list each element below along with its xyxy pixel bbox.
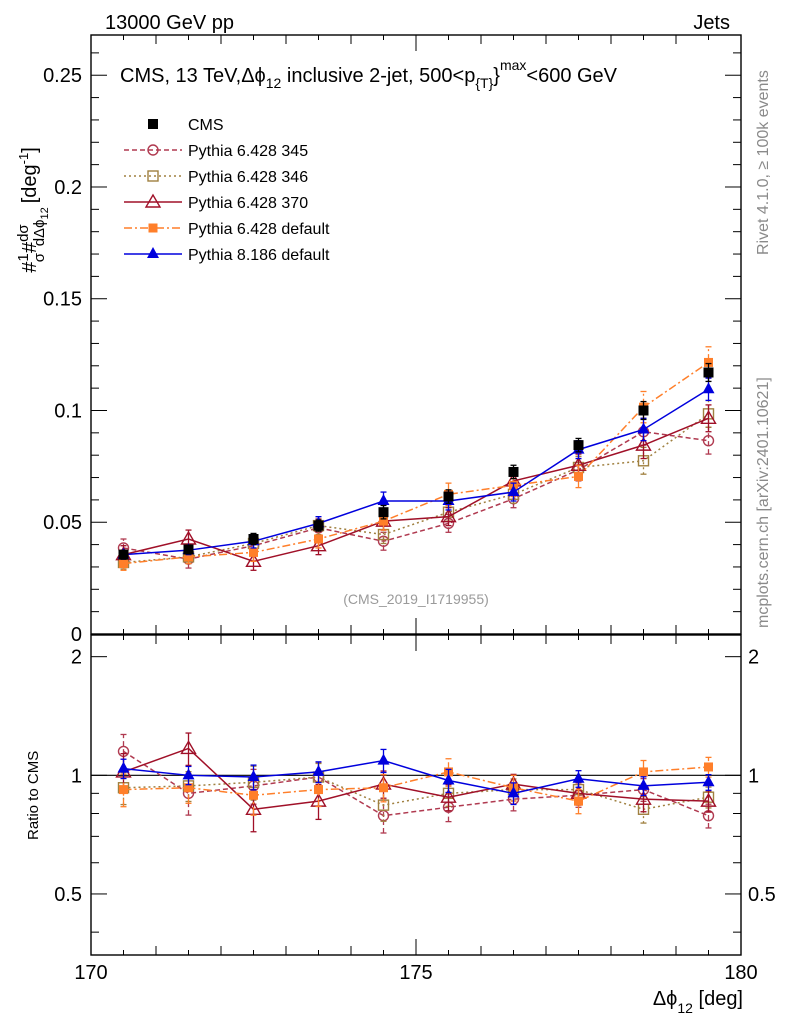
main-point-pythia-6-428-default (249, 547, 258, 557)
svg-text:#1σ#dσdΔϕ12[deg-1]: #1σ#dσdΔϕ12[deg-1] (15, 147, 51, 273)
y-tick-label: 0.1 (54, 400, 82, 422)
main-point-cms (378, 507, 389, 518)
main-point-cms (508, 466, 519, 477)
main-point-pythia-6-428-default (379, 516, 388, 526)
y-tick-label: 0.15 (43, 289, 82, 311)
legend-label-pythia-8-186-default: Pythia 8.186 default (188, 247, 330, 264)
y-tick-label: 0.2 (54, 177, 82, 199)
ratio-point-pythia-6-428-370 (180, 740, 197, 755)
main-series-line-pythia-6-428-default (123, 361, 709, 565)
main-point-pythia-6-428-default (704, 357, 713, 367)
ratio-point-pythia-6-428-default (119, 785, 128, 795)
chart-title: CMS, 13 TeV,Δϕ12 inclusive 2-jet, 500<p{… (120, 57, 618, 91)
main-point-pythia-8-186-default (702, 382, 715, 394)
legend-label-pythia-6-428-370: Pythia 6.428 370 (188, 195, 308, 212)
main-point-pythia-6-428-345 (377, 535, 390, 547)
header-left: 13000 GeV pp (105, 12, 234, 34)
ratio-tick-label-right: 0.5 (748, 884, 776, 906)
legend-label-pythia-6-428-346: Pythia 6.428 346 (188, 169, 308, 186)
legend-marker-pythia-6-428-default (148, 223, 158, 233)
ratio-point-pythia-8-186-default (637, 778, 650, 790)
main-point-pythia-6-428-345 (702, 434, 715, 447)
main-point-pythia-6-428-370 (635, 436, 652, 451)
ratio-point-pythia-6-428-default (249, 790, 258, 800)
main-point-pythia-6-428-default (314, 534, 323, 544)
side-label-rivet: Rivet 4.1.0, ≥ 100k events (755, 70, 772, 255)
legend-label-pythia-6-428-default: Pythia 6.428 default (188, 221, 330, 238)
ratio-tick-label: 2 (71, 647, 82, 669)
main-series-line-pythia-6-428-370 (123, 417, 709, 563)
legend-marker-pythia-8-186-default (147, 247, 159, 258)
main-point-pythia-6-428-default (184, 552, 193, 562)
ratio-point-pythia-8-186-default (247, 770, 260, 782)
ratio-tick-label: 1 (71, 765, 82, 787)
ratio-point-pythia-8-186-default (377, 753, 390, 765)
main-point-pythia-6-428-default (119, 559, 128, 569)
ratio-tick-label: 0.5 (54, 884, 82, 906)
ratio-point-pythia-8-186-default (442, 773, 455, 785)
legend-label-cms: CMS (188, 117, 224, 134)
ratio-series-line-pythia-6-428-default (123, 766, 709, 802)
legend-marker-pythia-6-428-346 (147, 170, 159, 182)
main-point-cms (313, 520, 324, 531)
ratio-point-pythia-6-428-default (704, 762, 713, 772)
side-label-mcplots: mcplots.cern.ch [arXiv:2401.10621] (755, 377, 772, 628)
ratio-point-pythia-8-186-default (182, 768, 195, 780)
x-tick-label: 180 (724, 962, 757, 984)
ratio-tick-label-right: 1 (748, 765, 759, 787)
legend-marker-pythia-6-428-345 (147, 144, 159, 156)
main-point-pythia-6-428-default (574, 471, 583, 481)
ratio-point-pythia-6-428-default (314, 785, 323, 795)
ratio-series-line-pythia-6-428-345 (123, 750, 709, 817)
main-point-pythia-8-186-default (377, 494, 390, 506)
main-point-cms (703, 367, 714, 378)
ratio-y-axis-label: Ratio to CMS (25, 751, 42, 840)
ratio-point-pythia-6-428-370 (635, 790, 652, 805)
ratio-point-pythia-8-186-default (312, 764, 325, 776)
y-axis-label: #1σ#dσdΔϕ12[deg-1] (15, 147, 51, 273)
ratio-point-pythia-8-186-default (507, 786, 520, 798)
main-point-pythia-6-428-370 (245, 552, 262, 568)
ratio-point-pythia-6-428-default (639, 767, 648, 777)
main-point-pythia-8-186-default (637, 422, 650, 434)
main-point-cms (638, 405, 649, 416)
ratio-point-pythia-6-428-default (574, 796, 583, 806)
main-point-pythia-6-428-370 (440, 508, 457, 523)
legend-marker-pythia-6-428-370 (144, 193, 162, 208)
header-right: Jets (693, 12, 730, 34)
ratio-point-pythia-6-428-370 (700, 792, 717, 807)
ratio-point-pythia-6-428-default (184, 783, 193, 793)
ratio-point-pythia-8-186-default (117, 761, 130, 773)
main-point-pythia-8-186-default (507, 485, 520, 497)
analysis-watermark: (CMS_2019_I1719955) (343, 591, 489, 607)
x-axis-label: Δϕ12 [deg] (653, 988, 743, 1016)
main-series-line-pythia-8-186-default (123, 388, 709, 556)
x-tick-label: 170 (74, 962, 107, 984)
ratio-tick-label-right: 2 (748, 647, 759, 669)
legend-label-pythia-6-428-345: Pythia 6.428 345 (188, 143, 308, 160)
main-point-pythia-6-428-370 (310, 537, 327, 552)
main-point-cms (443, 491, 454, 502)
ratio-series-line-pythia-6-428-346 (123, 776, 709, 811)
main-point-cms (183, 544, 194, 555)
y-tick-label: 0.05 (43, 512, 82, 534)
legend-marker-cms (148, 119, 158, 129)
x-tick-label: 175 (399, 962, 432, 984)
ratio-point-pythia-8-186-default (572, 771, 585, 783)
y-tick-label: 0.25 (43, 65, 82, 87)
ratio-series-line-pythia-6-428-370 (123, 747, 709, 811)
main-point-cms (573, 440, 584, 451)
main-point-cms (248, 534, 259, 545)
ratio-point-pythia-6-428-370 (440, 788, 457, 803)
ratio-point-pythia-8-186-default (702, 775, 715, 787)
y-tick-label: 0 (71, 624, 82, 646)
main-series-line-pythia-6-428-345 (123, 430, 709, 560)
main-point-pythia-6-428-370 (700, 409, 717, 425)
main-point-cms (118, 549, 129, 560)
ratio-point-pythia-6-428-default (379, 783, 388, 793)
ratio-series-line-pythia-8-186-default (123, 759, 709, 795)
